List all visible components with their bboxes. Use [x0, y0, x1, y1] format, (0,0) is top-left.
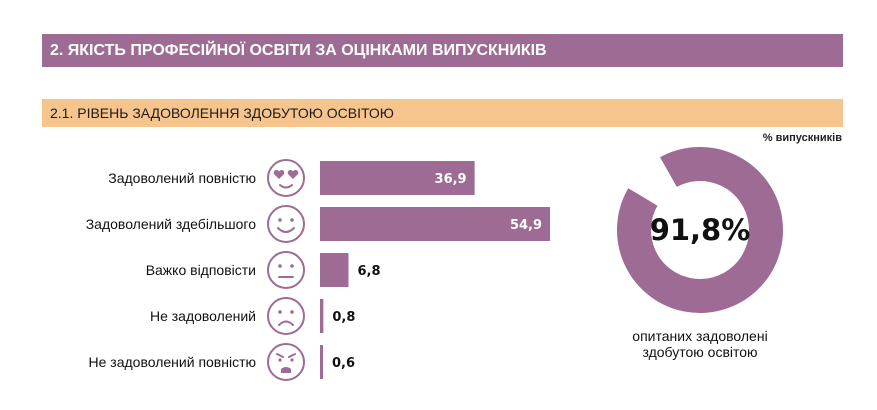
category-label: Задоволений здебільшого [86, 216, 256, 232]
bar [320, 207, 551, 241]
sad-face-icon [267, 297, 305, 335]
satisfaction-bar-chart: Задоволений повністю 36,9 Задоволений здеб… [86, 159, 551, 381]
smiling-face-icon [267, 205, 305, 243]
section-title: 2. ЯКІСТЬ ПРОФЕСІЙНОЇ ОСВІТИ ЗА ОЦІНКАМИ… [42, 34, 843, 67]
donut-caption: опитаних задоволені здобутою освітою [600, 328, 800, 360]
heart-eyes-face-icon [267, 159, 305, 197]
unit-label: % випускників [762, 132, 842, 144]
donut-caption-line-1: опитаних задоволені [632, 328, 768, 344]
donut-caption-line-2: здобутою освітою [642, 344, 758, 360]
angry-face-icon [267, 343, 305, 381]
value-label: 0,6 [332, 356, 355, 371]
donut-slice-satisfied [615, 145, 785, 315]
value-label: 36,9 [435, 172, 467, 187]
subsection-title: 2.1. РІВЕНЬ ЗАДОВОЛЕННЯ ЗДОБУТОЮ ОСВІТОЮ [42, 99, 843, 127]
bar [320, 161, 475, 195]
donut-slice-other [626, 155, 678, 207]
category-label: Важко відповісти [146, 262, 256, 278]
category-label: Задоволений повністю [108, 170, 256, 186]
neutral-face-icon [267, 251, 305, 289]
category-label: Не задоволений повністю [89, 354, 256, 370]
bar [320, 345, 323, 379]
satisfaction-donut-chart [615, 145, 785, 315]
category-label: Не задоволений [150, 308, 256, 324]
value-label: 0,8 [332, 310, 355, 325]
value-label: 54,9 [510, 218, 542, 233]
bar [320, 253, 349, 287]
bar [320, 299, 324, 333]
donut-center-label: 91,8% [649, 213, 751, 247]
value-label: 6,8 [357, 264, 380, 279]
